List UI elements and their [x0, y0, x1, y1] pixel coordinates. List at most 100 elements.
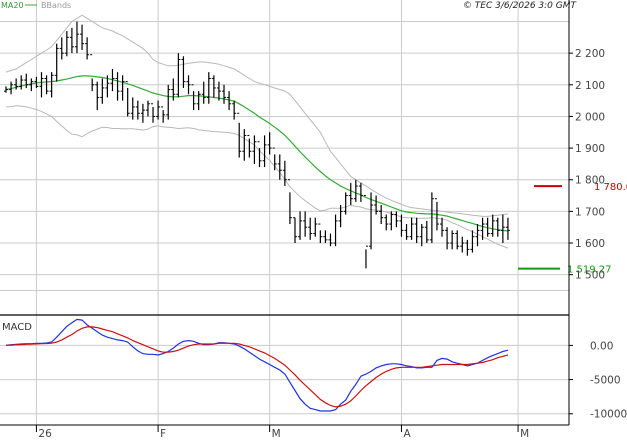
ma20-line: [5, 75, 508, 232]
ohlc-bar: [465, 239, 470, 256]
ohlc-bar: [409, 217, 414, 240]
price-axis-labels: 2 200 2 100 2 000 1 900 1 800 1 700 1 600 1 500: [569, 48, 605, 282]
ohlc-bar: [333, 214, 338, 247]
ohlc-bar: [313, 217, 318, 237]
price-levels: 1 780.0 1 519.27: [518, 182, 627, 276]
ohlc-bar: [389, 211, 394, 231]
ohlc-bar: [227, 91, 232, 111]
ohlc-bar: [130, 97, 135, 120]
ohlc-bar: [176, 53, 181, 98]
source-timestamp: © TEC 3/6/2026 3:0 GMT: [463, 1, 578, 11]
ohlc-bar: [115, 72, 120, 101]
macd-grid: [0, 344, 569, 415]
time-tick-label: M: [520, 428, 529, 440]
ohlc-bar: [277, 154, 282, 180]
ohlc-bar: [434, 198, 439, 231]
ohlc-bar: [292, 217, 297, 244]
ohlc-bar: [74, 21, 79, 54]
ohlc-bar: [384, 214, 389, 231]
macd-axis-labels: 0.00 -5000 -10000: [569, 340, 627, 421]
bb-lower-line: [5, 105, 509, 249]
ohlc-bar: [232, 100, 237, 120]
ohlc-bar: [211, 75, 216, 98]
ohlc-bar: [95, 81, 100, 111]
ohlc-bar: [171, 78, 176, 101]
ohlc-bar: [440, 217, 445, 237]
ohlc-bar: [262, 135, 267, 168]
ohlc-bar: [34, 76, 39, 88]
ohlc-bar: [505, 217, 510, 240]
ohlc-bar: [156, 100, 161, 120]
price-tick-label: 2 200: [575, 48, 605, 60]
ohlc-bar: [369, 192, 374, 250]
time-tick-label: 26: [38, 428, 52, 440]
price-tick-label: 1 600: [575, 238, 605, 250]
ohlc-bar: [49, 72, 54, 98]
ohlc-bar: [201, 81, 206, 104]
ohlc-bar: [379, 205, 384, 225]
ohlc-bar: [196, 91, 201, 111]
bollinger-bands: [5, 14, 509, 249]
ohlc-bar: [455, 230, 460, 250]
ohlc-bar: [282, 160, 287, 187]
ohlc-bar: [69, 27, 74, 54]
ohlc-bar: [54, 43, 59, 82]
ohlc-bar: [24, 73, 29, 88]
ohlc-bar: [100, 78, 105, 104]
ohlc-bar: [44, 75, 49, 95]
price-tick-label: 1 700: [575, 206, 605, 218]
time-tick-label: F: [160, 428, 166, 440]
ohlc-bar: [490, 214, 495, 237]
ohlc-bar: [120, 75, 125, 101]
ohlc-bar: [338, 205, 343, 228]
ohlc-bar: [429, 192, 434, 244]
ohlc-bar: [4, 86, 8, 93]
signal-line: [5, 326, 509, 408]
legend-ma20: MA20: [1, 1, 24, 10]
ohlc-bar: [318, 223, 323, 244]
ohlc-bar: [394, 211, 399, 228]
ohlc-bar: [39, 72, 44, 98]
price-tick-label: 2 100: [575, 80, 605, 92]
ohlc-bar: [272, 147, 277, 171]
price-tick-label: 1 500: [575, 270, 605, 282]
ohlc-bar: [140, 103, 145, 123]
price-tick-label: 1 800: [575, 175, 605, 187]
ohlc-bar: [85, 37, 90, 60]
ohlc-bar: [186, 75, 191, 95]
ohlc-bar: [59, 37, 64, 60]
ohlc-bar: [328, 233, 333, 247]
ohlc-bar: [125, 81, 130, 117]
price-level-label: 1 519.27: [567, 265, 612, 276]
bb-upper-line: [5, 14, 508, 217]
ohlc-bar: [298, 211, 303, 240]
time-tick-label: M: [272, 428, 281, 440]
ohlc-bar: [358, 182, 363, 202]
x-grid: [35, 0, 519, 425]
ohlc-bar: [19, 75, 24, 90]
ohlc-bar: [363, 195, 368, 269]
ohlc-bar: [399, 214, 404, 237]
ohlc-bar: [237, 112, 242, 158]
ohlc-bar: [9, 81, 14, 95]
ohlc-bar: [450, 230, 455, 250]
ohlc-bar: [242, 129, 247, 161]
ohlc-bar: [323, 230, 328, 244]
ohlc-bar: [29, 78, 34, 92]
ohlc-bar: [374, 195, 379, 215]
ohlc-bar: [287, 179, 292, 225]
ohlc-bar: [145, 100, 150, 117]
ohlc-bar: [257, 141, 262, 168]
ohlc-bar: [191, 84, 196, 111]
ohlc-bar: [216, 81, 221, 101]
ohlc-bar: [404, 224, 409, 240]
ohlc-bar: [80, 24, 85, 50]
ohlc-bar: [105, 75, 110, 98]
ohlc-bar: [343, 192, 348, 215]
ohlc-bar: [181, 56, 186, 88]
ohlc-bar: [470, 230, 475, 253]
price-level-label: 1 780.0: [594, 182, 627, 193]
ohlc-bar: [500, 214, 505, 244]
ohlc-bar: [353, 179, 358, 202]
